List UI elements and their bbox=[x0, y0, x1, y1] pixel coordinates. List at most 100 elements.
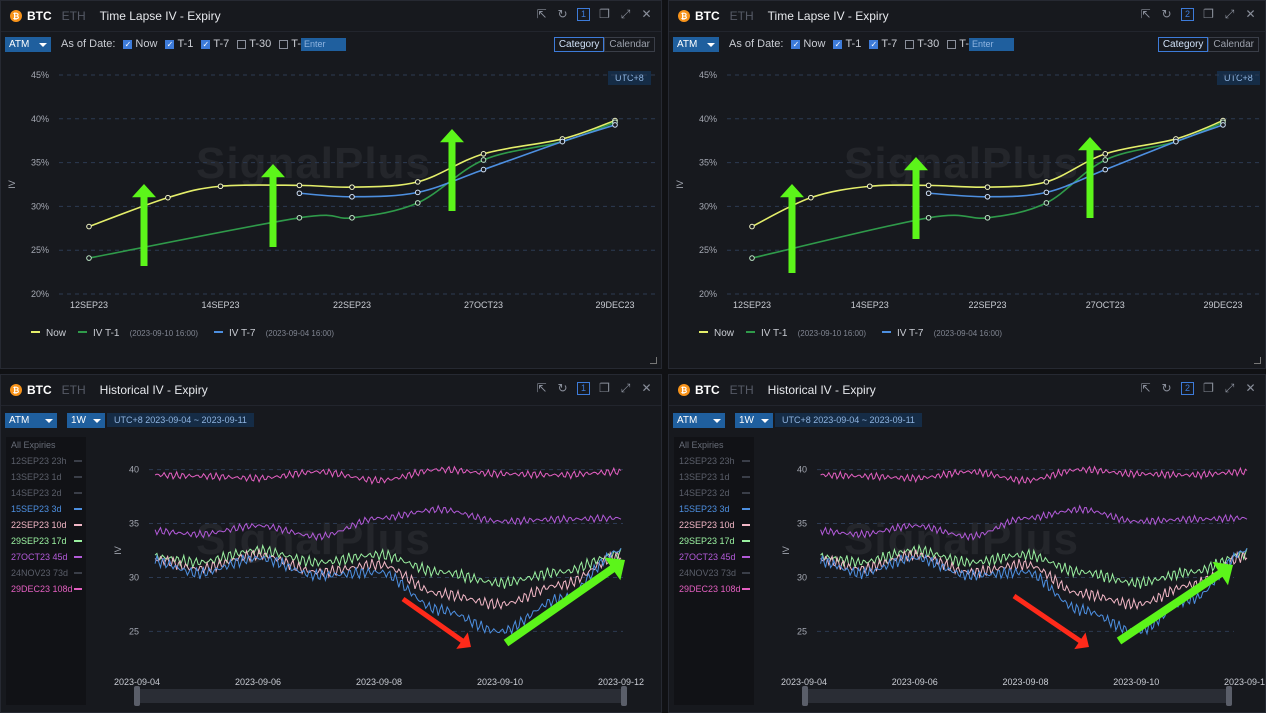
legend-label: IV T-1 bbox=[761, 328, 788, 339]
y-tick-label: 45% bbox=[31, 70, 49, 80]
legend-label: IV T-7 bbox=[229, 328, 256, 339]
legend-label: Now bbox=[714, 328, 735, 339]
y-tick-label: 35% bbox=[31, 158, 49, 168]
slider-handle-end[interactable] bbox=[621, 686, 627, 706]
trend-arrow-up bbox=[440, 129, 464, 211]
slider-handle-start[interactable] bbox=[134, 686, 140, 706]
data-point bbox=[350, 215, 355, 220]
y-tick-label: 40% bbox=[31, 114, 49, 124]
x-tick-label: 2023-09-08 bbox=[356, 677, 402, 687]
trend-arrow-up bbox=[132, 184, 156, 266]
data-point bbox=[166, 195, 171, 200]
y-tick-label: 40 bbox=[797, 465, 807, 475]
data-point bbox=[1103, 158, 1108, 163]
legend-label: IV T-7 bbox=[897, 328, 924, 339]
data-point bbox=[415, 190, 420, 195]
y-tick-label: 25% bbox=[699, 245, 717, 255]
data-point bbox=[1221, 123, 1226, 128]
slider-handle-start[interactable] bbox=[802, 686, 808, 706]
data-point bbox=[297, 215, 302, 220]
data-point bbox=[1044, 190, 1049, 195]
y-tick-label: 45% bbox=[699, 70, 717, 80]
trend-arrow-up bbox=[780, 184, 804, 273]
series-line bbox=[821, 546, 1247, 589]
y-axis-label: IV bbox=[113, 546, 123, 555]
x-tick-label: 2023-09-08 bbox=[1002, 677, 1048, 687]
time-range-slider[interactable] bbox=[134, 689, 627, 703]
data-point bbox=[481, 158, 486, 163]
legend-label: Now bbox=[46, 328, 67, 339]
data-point bbox=[415, 201, 420, 206]
trend-arrow-down bbox=[402, 597, 471, 649]
y-tick-label: 35 bbox=[129, 519, 139, 529]
y-tick-label: 30% bbox=[699, 201, 717, 211]
y-tick-label: 40 bbox=[129, 465, 139, 475]
x-tick-label: 2023-09-10 bbox=[477, 677, 523, 687]
legend-timestamp: (2023-09-10 16:00) bbox=[798, 329, 867, 338]
x-tick-label: 2023-09-10 bbox=[1113, 677, 1159, 687]
y-tick-label: 20% bbox=[699, 289, 717, 299]
y-axis-label: IV bbox=[781, 546, 791, 555]
y-tick-label: 30 bbox=[797, 572, 807, 582]
historical-iv-panel-left: ₿ BTC ETH Historical IV - Expiry ⇱ ↻ 1 ❐… bbox=[0, 374, 662, 713]
y-tick-label: 25 bbox=[129, 626, 139, 636]
x-tick-label: 22SEP23 bbox=[333, 300, 371, 310]
series-line bbox=[752, 121, 1223, 227]
x-tick-label: 22SEP23 bbox=[968, 300, 1006, 310]
time-lapse-panel-right: ₿ BTC ETH Time Lapse IV - Expiry ⇱ ↻ 2 ❐… bbox=[668, 0, 1266, 369]
iv-term-structure-chart: 20%25%30%35%40%45%IV12SEP23 14SEP23 22SEP2… bbox=[669, 1, 1266, 369]
x-tick-label: 29DEC23 bbox=[595, 300, 634, 310]
x-tick-label: 2023-09-06 bbox=[892, 677, 938, 687]
series-line bbox=[929, 125, 1223, 197]
trend-arrow-up bbox=[1078, 137, 1102, 218]
slider-handle-end[interactable] bbox=[1226, 686, 1232, 706]
data-point bbox=[87, 256, 92, 261]
x-tick-label: 27OCT23 bbox=[464, 300, 503, 310]
data-point bbox=[926, 183, 931, 188]
trend-arrow-up bbox=[261, 164, 285, 247]
data-point bbox=[867, 184, 872, 189]
y-tick-label: 35% bbox=[699, 158, 717, 168]
x-tick-label: 14SEP23 bbox=[851, 300, 889, 310]
series-line bbox=[89, 122, 615, 258]
resize-handle[interactable] bbox=[1254, 357, 1261, 364]
data-point bbox=[297, 183, 302, 188]
data-point bbox=[1103, 167, 1108, 172]
legend-timestamp: (2023-09-04 16:00) bbox=[266, 329, 335, 338]
historical-iv-chart: 25303540IV2023-09-04 2023-09-06 2023-09-08… bbox=[669, 375, 1266, 713]
legend-timestamp: (2023-09-10 16:00) bbox=[130, 329, 199, 338]
y-tick-label: 35 bbox=[797, 519, 807, 529]
historical-iv-panel-right: ₿ BTC ETH Historical IV - Expiry ⇱ ↻ 2 ❐… bbox=[668, 374, 1266, 713]
series-line bbox=[155, 546, 621, 589]
data-point bbox=[1044, 201, 1049, 206]
legend-timestamp: (2023-09-04 16:00) bbox=[934, 329, 1003, 338]
trend-arrow-down bbox=[1013, 594, 1089, 649]
trend-arrow-up bbox=[1117, 562, 1233, 644]
data-point bbox=[613, 123, 618, 128]
data-point bbox=[481, 152, 486, 157]
series-line bbox=[155, 506, 621, 540]
data-point bbox=[985, 215, 990, 220]
data-point bbox=[350, 185, 355, 190]
y-tick-label: 25 bbox=[797, 626, 807, 636]
data-point bbox=[415, 180, 420, 185]
y-tick-label: 30 bbox=[129, 572, 139, 582]
data-point bbox=[1044, 180, 1049, 185]
y-tick-label: 20% bbox=[31, 289, 49, 299]
x-tick-label: 27OCT23 bbox=[1086, 300, 1125, 310]
data-point bbox=[750, 224, 755, 229]
resize-handle[interactable] bbox=[650, 357, 657, 364]
y-tick-label: 25% bbox=[31, 245, 49, 255]
iv-term-structure-chart: 20%25%30%35%40%45%IV12SEP23 14SEP23 22SEP2… bbox=[1, 1, 662, 369]
series-line bbox=[89, 121, 615, 227]
x-tick-label: 2023-09-06 bbox=[235, 677, 281, 687]
data-point bbox=[809, 195, 814, 200]
series-line bbox=[821, 506, 1247, 540]
historical-iv-chart: 25303540IV2023-09-04 2023-09-06 2023-09-08… bbox=[1, 375, 662, 713]
legend-label: IV T-1 bbox=[93, 328, 120, 339]
time-range-slider[interactable] bbox=[802, 689, 1232, 703]
y-axis-label: IV bbox=[675, 180, 685, 189]
y-tick-label: 40% bbox=[699, 114, 717, 124]
x-tick-label: 14SEP23 bbox=[201, 300, 239, 310]
data-point bbox=[926, 215, 931, 220]
